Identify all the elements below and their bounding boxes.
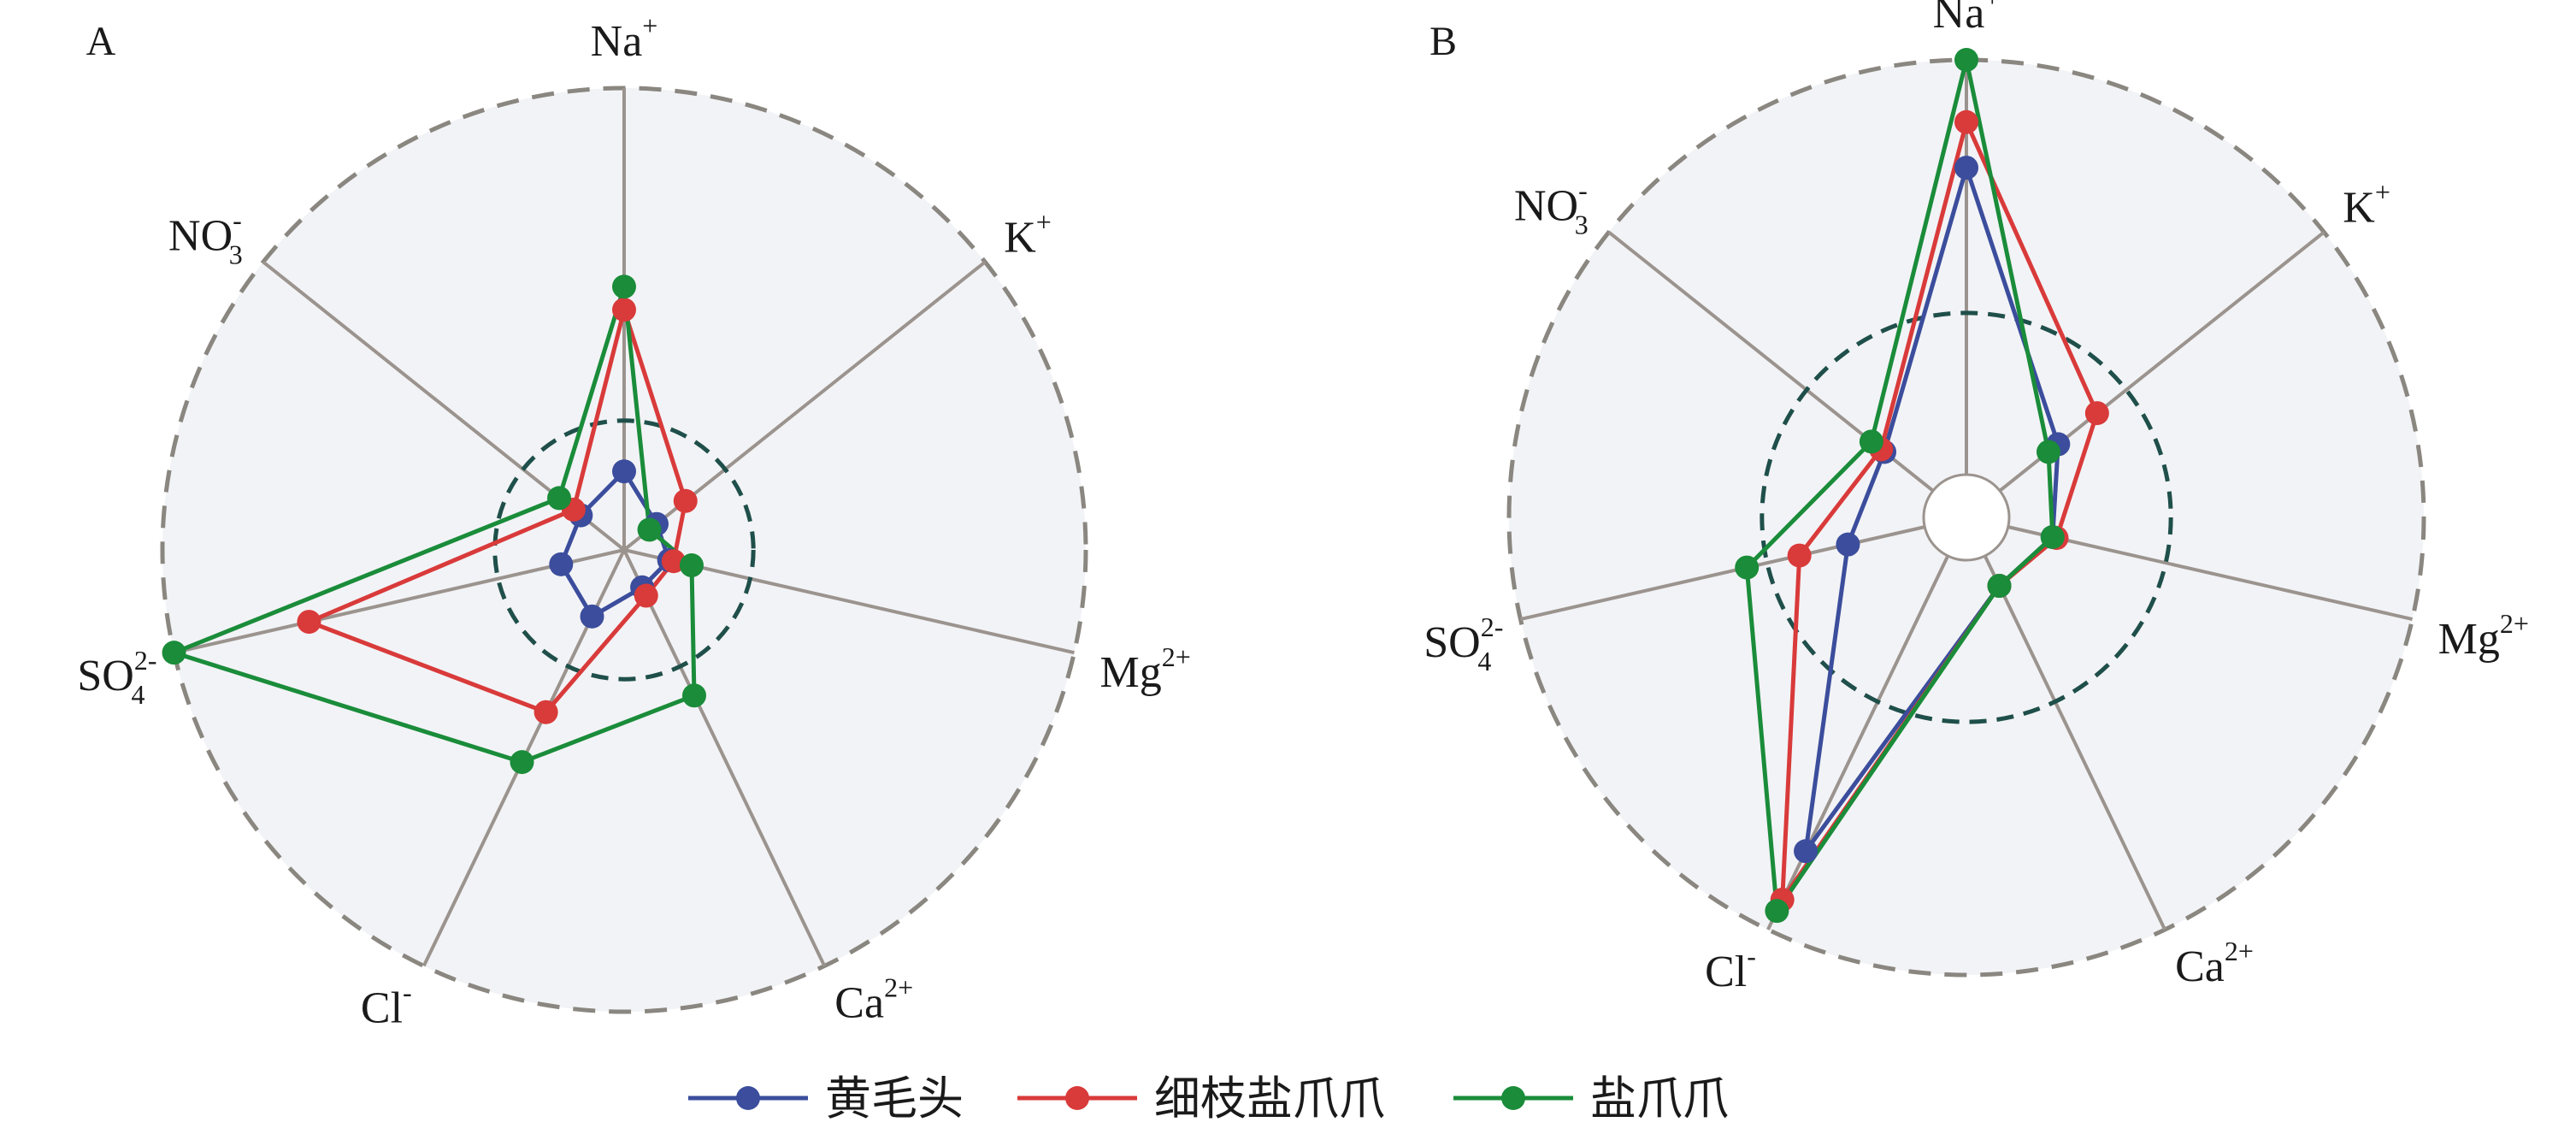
axis-label-cl: Cl-: [361, 977, 412, 1033]
legend-marker: [1065, 1086, 1089, 1110]
legend-label: 盐爪爪: [1590, 1072, 1729, 1125]
series-2-point-k: [637, 517, 662, 542]
spoke-cl: [1766, 555, 1950, 930]
legend-item-2: 盐爪爪: [1453, 1072, 1729, 1125]
radar-chart-b: Na+ K+ Mg2+ Ca2+ Cl- SO2-4 NO-3 B: [1424, 0, 2529, 996]
series-0-point-so4: [1836, 532, 1860, 557]
radar-chart-a: Na+ K+ Mg2+ Ca2+ Cl- SO2-4 NO-3 A: [77, 10, 1190, 1033]
reference-ring: [492, 418, 756, 682]
series-1-point-k: [673, 488, 698, 513]
axis-label-cl: Cl-: [1705, 941, 1756, 996]
spoke-so4: [174, 548, 625, 655]
axis-label-ca: Ca2+: [834, 972, 913, 1028]
axis-label-mg: Mg2+: [2438, 608, 2529, 664]
series-1-point-so4: [297, 610, 321, 635]
series-2-point-so4: [162, 641, 186, 665]
legend-marker: [1501, 1086, 1525, 1110]
series-2-point-no3: [547, 486, 572, 511]
axis-label-na: Na+: [1933, 0, 2001, 38]
series-2-point-so4: [1735, 555, 1760, 580]
legend-marker: [736, 1086, 760, 1110]
legend-item-0: 黄毛头: [688, 1072, 964, 1125]
series-1-point-mg: [661, 549, 686, 574]
series-line-2: [1744, 57, 2055, 913]
series-2-point-na: [1954, 48, 1978, 72]
series-2-point-cl: [1765, 899, 1789, 924]
reference-ring: [1760, 310, 2173, 724]
series-1-point-na: [612, 298, 636, 322]
series-1-point-ca: [634, 583, 658, 608]
panel-label: A: [86, 19, 116, 64]
series-0-point-na: [612, 459, 636, 484]
legend-item-1: 细枝盐爪爪: [1017, 1072, 1385, 1125]
spoke-ca: [1983, 555, 2166, 930]
inner-hub: [1922, 473, 2011, 562]
axis-label-na: Na+: [591, 10, 658, 66]
axis-label-no3: NO-3: [1514, 174, 1589, 239]
panel-label: B: [1429, 19, 1457, 64]
series-2-point-ca: [682, 683, 707, 708]
axis-label-ca: Ca2+: [2175, 936, 2254, 991]
series-0-point-cl: [1794, 839, 1819, 864]
series-2-point-mg: [679, 553, 704, 578]
axis-label-so4: SO2-4: [1424, 611, 1503, 676]
axis-label-k: K+: [2343, 176, 2390, 232]
series-2-point-k: [2036, 440, 2060, 464]
series-1-point-k: [2084, 401, 2109, 426]
series-2-point-mg: [2040, 524, 2065, 549]
legend-label: 黄毛头: [825, 1072, 964, 1125]
legend-label: 细枝盐爪爪: [1154, 1072, 1385, 1125]
series-2-point-ca: [1987, 574, 2012, 599]
series-0-point-so4: [549, 552, 574, 576]
axis-label-mg: Mg2+: [1099, 641, 1190, 697]
chart-legend: 黄毛头 细枝盐爪爪 盐爪爪: [688, 1072, 1729, 1125]
axis-label-no3: NO-3: [168, 204, 243, 269]
spoke-ca: [622, 549, 827, 967]
series-0-point-cl: [580, 604, 604, 629]
axis-label-k: K+: [1004, 206, 1052, 262]
axis-label-so4: SO2-4: [77, 645, 156, 710]
series-2-point-no3: [1859, 429, 1883, 454]
series-2-point-na: [612, 275, 636, 299]
series-1-point-cl: [533, 700, 558, 724]
series-0-point-na: [1954, 156, 1978, 180]
series-1-point-so4: [1787, 543, 1812, 568]
series-1-point-na: [1954, 109, 1978, 134]
spoke-mg: [2007, 525, 2414, 621]
series-2-point-cl: [510, 750, 534, 775]
